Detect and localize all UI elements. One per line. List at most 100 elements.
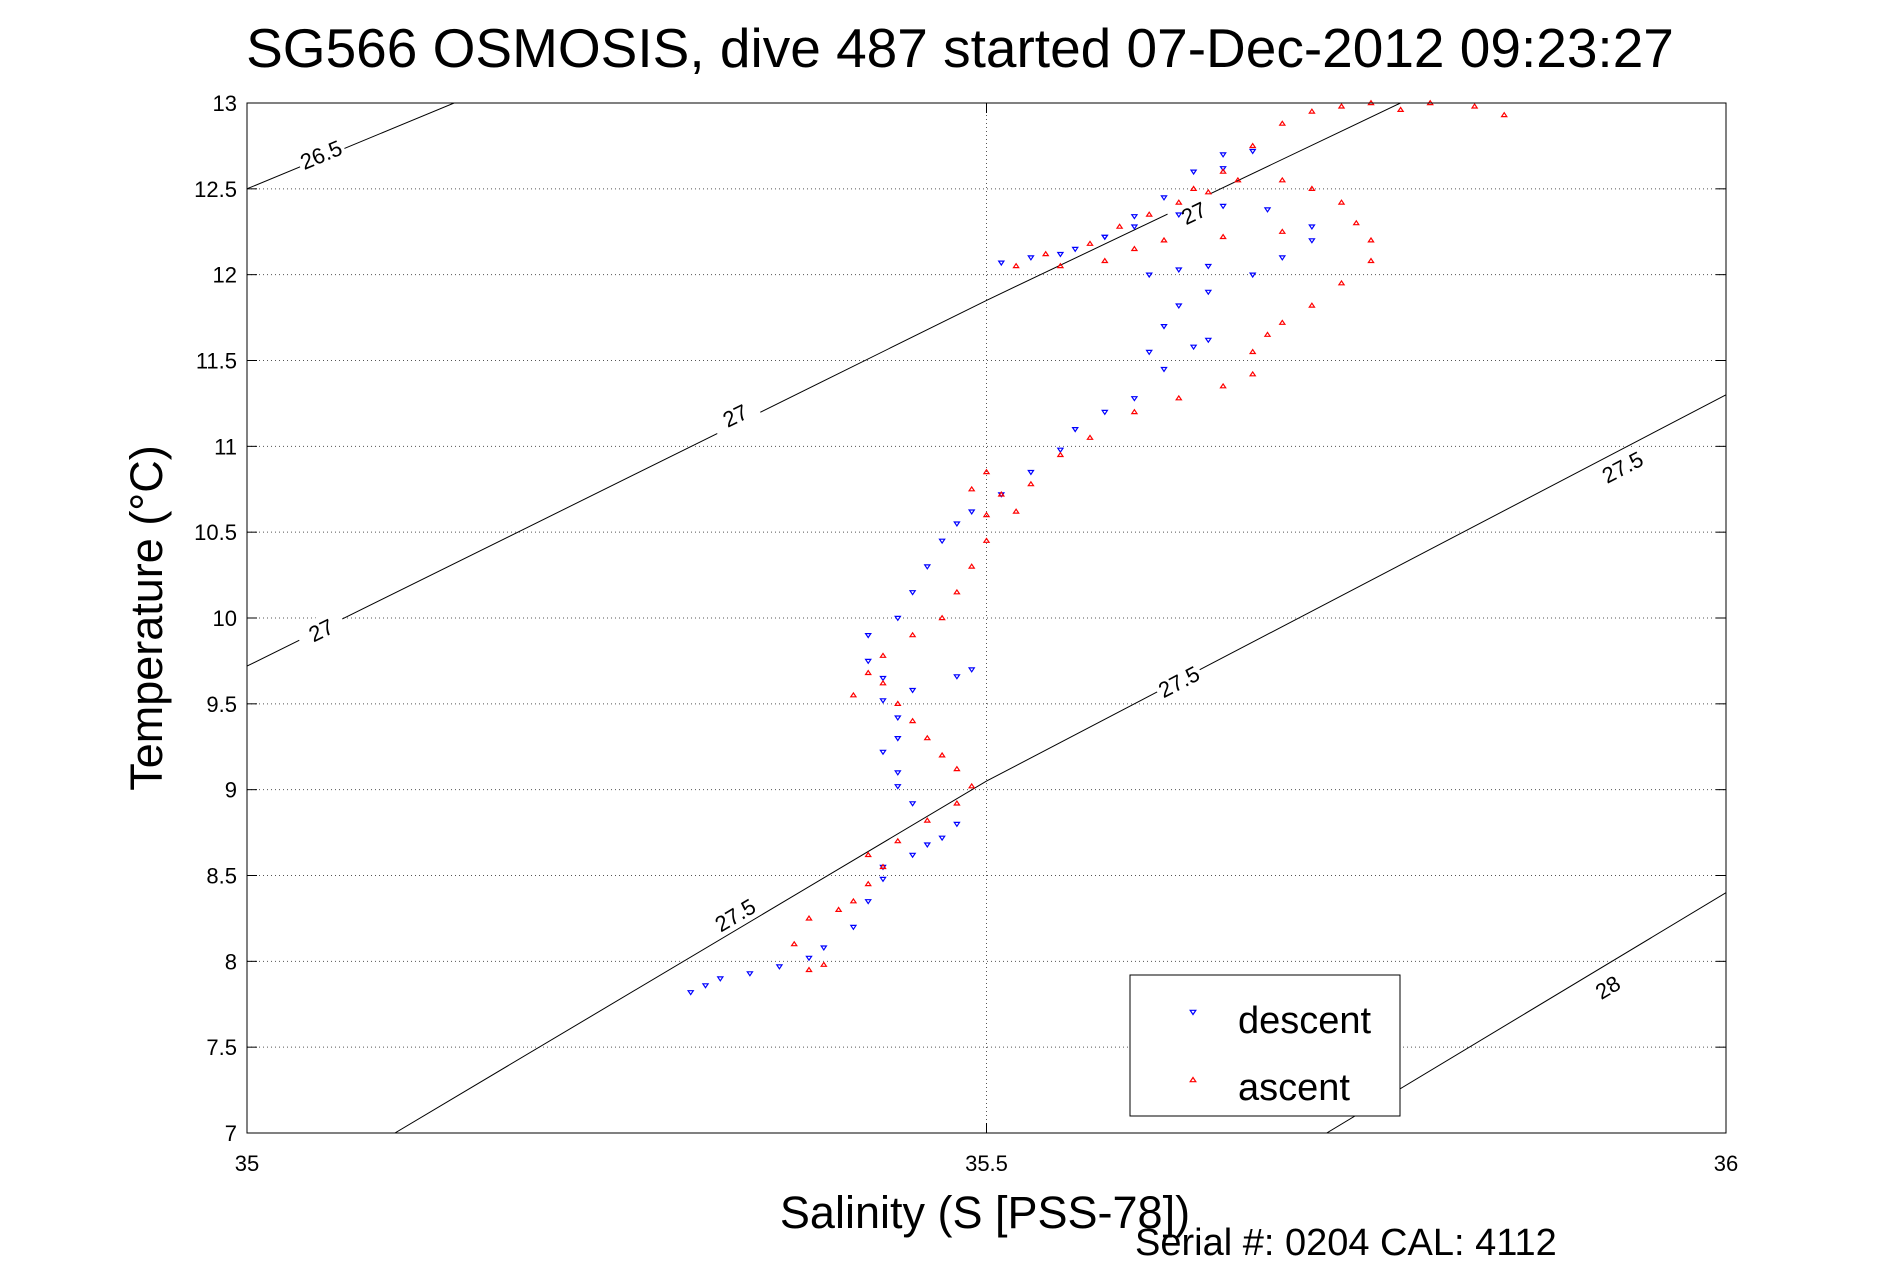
data-point-ascent [1308,108,1316,114]
data-point-ascent [997,491,1006,497]
contour-label: 26.5 [297,135,346,174]
contour-label-bg [1151,658,1206,703]
y-tick-label: 7.5 [206,1035,237,1060]
data-point-ascent [1367,257,1375,264]
x-axis-label: Salinity (S [PSS-78]) [780,1187,1190,1238]
data-point-descent [1204,337,1213,344]
contour-label-bg [1595,444,1649,488]
data-point-ascent [908,631,917,638]
legend-marker-descent [1189,1009,1197,1016]
data-point-ascent [1278,176,1287,183]
data-point-descent [1101,234,1109,241]
data-point-descent [1308,224,1316,230]
data-point-ascent [1352,219,1360,226]
y-tick-label: 10 [213,606,237,631]
data-point-descent [1219,166,1227,172]
data-point-ascent [1145,211,1153,217]
data-point-ascent [982,511,991,518]
x-tick-label: 35 [235,1151,259,1176]
data-point-ascent [849,897,858,904]
data-points [686,99,1508,996]
y-tick-label: 8 [225,949,237,974]
data-point-descent [864,658,872,665]
data-point-descent [879,698,887,704]
data-point-ascent [894,837,902,844]
data-point-ascent [879,652,887,658]
data-point-descent [894,715,902,721]
y-tick-label: 9.5 [206,692,237,717]
data-point-descent [967,509,976,515]
data-point-descent [1248,272,1257,279]
data-point-descent [908,852,917,859]
data-point-descent [1204,289,1213,296]
data-point-ascent [938,751,946,758]
y-tick-label: 8.5 [206,864,237,889]
contour-label-bg [293,133,348,174]
data-point-ascent [1012,262,1020,269]
data-point-descent [1071,427,1079,433]
data-point-ascent [1470,103,1479,109]
data-point-ascent [1175,199,1183,205]
y-axis-ticks: 7 7.5 8 8.5 9 9.5 10 10.5 11 11.5 12 12.5 13 [194,91,1726,1146]
contour-label-bg [293,607,348,651]
data-point-descent [1056,251,1065,258]
data-point-descent [1204,263,1213,270]
data-point-descent [1130,396,1139,402]
y-tick-label: 12.5 [194,177,237,202]
data-point-descent [938,835,946,842]
data-point-descent [1219,152,1227,158]
data-point-descent [1130,224,1139,230]
data-point-descent [716,976,725,982]
data-point-ascent [1012,508,1020,514]
data-point-ascent [1086,240,1094,246]
data-point-ascent [953,588,961,595]
data-point-descent [1160,324,1168,330]
data-point-descent [953,674,961,680]
data-point-ascent [953,800,961,806]
x-tick-label: 35.5 [965,1151,1008,1176]
data-point-descent [894,735,902,742]
data-point-descent [1263,207,1272,213]
data-point-descent [879,675,887,682]
footer-serial-cal: Serial #: 0204 CAL: 4112 [1135,1222,1557,1262]
data-point-ascent [1396,106,1405,113]
data-point-ascent [982,537,991,543]
data-point-descent [1175,267,1183,273]
y-tick-label: 12 [213,263,237,288]
data-point-ascent [1263,331,1272,337]
data-point-ascent [1160,236,1168,243]
grid [246,102,1727,1134]
contour-label-bg [1166,190,1220,234]
y-tick-label: 11 [214,434,237,459]
data-point-ascent [1219,382,1227,389]
data-point-descent [923,842,932,848]
data-point-descent [1071,246,1079,253]
data-point-ascent [923,817,932,823]
data-point-ascent [1308,302,1316,308]
data-point-descent [953,521,961,527]
data-point-ascent [834,906,843,913]
data-point-descent [997,260,1006,267]
data-point-ascent [1041,250,1050,257]
data-point-descent [1248,148,1257,155]
data-point-descent [775,964,784,970]
data-point-descent [938,538,946,545]
data-point-ascent [982,468,991,475]
data-point-ascent [1101,257,1109,264]
density-contour-line [247,103,1401,667]
data-point-ascent [864,851,872,858]
data-point-descent [967,667,976,673]
data-point-descent [894,615,902,622]
data-point-ascent [1086,434,1094,440]
data-point-descent [879,749,887,756]
data-point-ascent [1337,103,1346,109]
data-point-ascent [908,717,917,724]
plot-area-frame [246,102,1727,1134]
legend-label-descent: descent [1238,1000,1372,1042]
data-point-descent [879,876,887,883]
data-point-descent [1027,255,1035,261]
legend-marker [1189,1076,1197,1083]
data-point-descent [923,564,932,570]
